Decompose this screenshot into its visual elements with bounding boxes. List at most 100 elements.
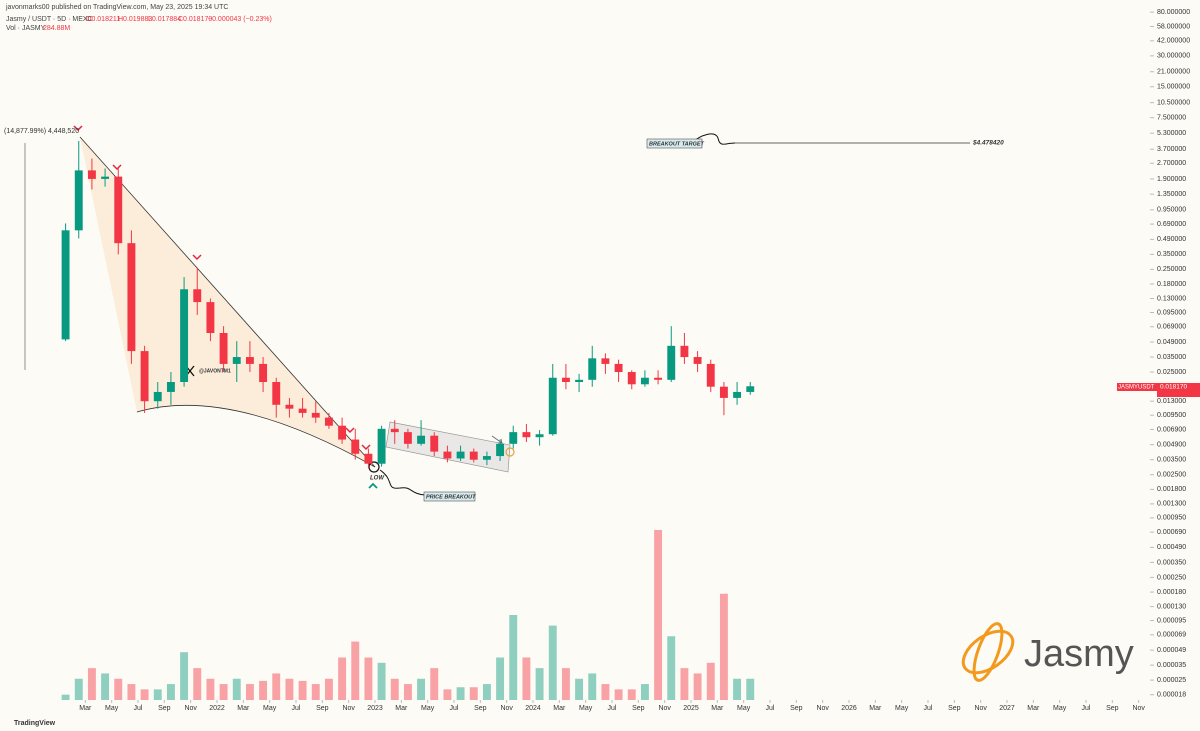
candle-body: [430, 435, 439, 452]
x-tick-label: 2024: [525, 705, 541, 712]
y-tick-label: 0.950000: [1157, 207, 1186, 214]
candle-body: [509, 432, 518, 444]
volume-bar: [430, 668, 439, 700]
volume-label: Vol · JASMY: [6, 25, 46, 32]
candle-body: [206, 302, 215, 334]
volume-bar: [338, 657, 347, 700]
y-tick-label: 21.000000: [1157, 69, 1190, 76]
candle-body: [654, 377, 663, 380]
target-label: BREAKOUT TARGET: [649, 141, 705, 147]
y-tick-label: 0.069000: [1157, 324, 1186, 331]
x-tick-label: May: [105, 705, 119, 712]
measure-label: (14,877.99%) 4,448,520: [4, 128, 79, 135]
volume-bar: [693, 673, 702, 700]
candle-body: [61, 230, 70, 340]
volume-bar: [482, 684, 491, 700]
header: javonmarks00 published on TradingView.co…: [5, 4, 272, 32]
plot: 80.000000 58.000000 42.000000 30.000000 21.0…: [61, 9, 1190, 712]
volume-bar: [259, 680, 268, 700]
x-tick-label: Mar: [553, 705, 566, 712]
y-tick-label: 0.250000: [1157, 266, 1186, 273]
labels: (14,877.99%) 4,448,520 BREAKOUT TARGET $…: [4, 128, 1200, 727]
x-tick-label: 2023: [367, 705, 383, 712]
y-tick-label: 0.004900: [1157, 442, 1186, 449]
y-tick-label: 1.900000: [1157, 176, 1186, 183]
candle-body: [311, 412, 320, 418]
candle-body: [627, 372, 636, 385]
volume-bar: [522, 657, 531, 700]
volume-bar: [87, 668, 96, 700]
target-box: [646, 138, 703, 149]
x-tick-label: Jul: [292, 705, 301, 712]
y-tick-label: 0.000690: [1157, 529, 1186, 536]
volume-bar: [364, 657, 373, 700]
y-tick-label: 0.035000: [1157, 354, 1186, 361]
candle-body: [403, 432, 412, 444]
candle-body: [193, 289, 202, 303]
y-tick-label: 0.000049: [1157, 647, 1186, 654]
jasmy-logo: [961, 622, 1015, 682]
x-tick-label: Sep: [474, 705, 487, 712]
volume-bar: [548, 625, 557, 700]
y-tick-label: 58.000000: [1157, 23, 1190, 30]
y-tick-label: 0.049000: [1157, 339, 1186, 346]
volume-bar: [443, 689, 452, 700]
candle-body: [285, 404, 294, 409]
volume-value: 284.88M: [43, 25, 70, 32]
volume-bar: [311, 684, 320, 700]
volume-bar: [417, 678, 426, 700]
y-tick-label: 0.000350: [1157, 559, 1186, 566]
candle-body: [272, 381, 281, 405]
candle-body: [298, 408, 307, 413]
y-tick-label: 0.000018: [1157, 692, 1186, 699]
candle-body: [575, 379, 584, 382]
candle-body: [746, 386, 755, 392]
candle-body: [561, 377, 570, 382]
brand: TradingView: [14, 720, 56, 727]
x-tick-label: Nov: [974, 705, 987, 712]
volume-bar: [351, 641, 360, 700]
target-price: $4.478420: [972, 140, 1004, 147]
y-tick-label: 0.000950: [1157, 515, 1186, 522]
volume-bar: [706, 662, 715, 700]
candle-body: [74, 170, 83, 231]
volume-bar: [298, 680, 307, 700]
x-tick-label: Sep: [316, 705, 329, 712]
ohlc-close: C0.018170: [178, 16, 212, 23]
candle-body: [259, 363, 268, 382]
support-curve: [136, 404, 376, 468]
candle-body: [535, 434, 544, 438]
x-tick-label: 2022: [209, 705, 225, 712]
y-tick-label: 0.690000: [1157, 221, 1186, 228]
candle-body: [364, 453, 373, 464]
y-tick-label: 0.000035: [1157, 662, 1186, 669]
volume-bar: [114, 678, 123, 700]
volume-bar: [193, 668, 202, 700]
candle-body: [548, 377, 557, 435]
x-tick-label: May: [421, 705, 435, 712]
volume-bar: [535, 668, 544, 700]
y-tick-label: 0.006900: [1157, 426, 1186, 433]
x-tick-label: Mar: [711, 705, 724, 712]
x-tick-label: Jul: [608, 705, 617, 712]
x-tick-label: Jul: [134, 705, 143, 712]
volume-bar: [588, 673, 597, 700]
volume-bar: [719, 593, 728, 700]
candle-body: [640, 377, 649, 385]
volume-bar: [733, 678, 742, 700]
symbol-tag: [1117, 383, 1157, 391]
candle-body: [324, 417, 333, 426]
candle-body: [588, 358, 597, 380]
x-tick-label: May: [263, 705, 277, 712]
channel: [385, 421, 511, 473]
ohlc-high: H0.019883: [118, 16, 152, 23]
x-tick-label: Mar: [79, 705, 92, 712]
x-tick-label: Mar: [395, 705, 408, 712]
candle-body: [482, 456, 491, 460]
low-circle: [368, 461, 380, 473]
volume-bar: [496, 657, 505, 700]
candle-body: [140, 351, 149, 402]
candle-body: [351, 439, 360, 454]
volume-bar: [575, 678, 584, 700]
y-tick-label: 2.700000: [1157, 160, 1186, 167]
